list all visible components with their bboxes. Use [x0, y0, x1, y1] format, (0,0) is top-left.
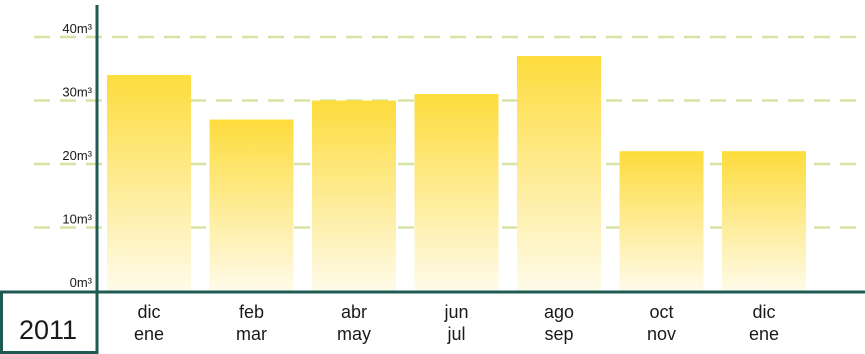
y-tick-label: 0m³ — [70, 275, 93, 290]
x-tick-label: may — [337, 324, 371, 344]
bar-top-edge — [107, 75, 191, 78]
bar — [517, 56, 601, 291]
axes — [0, 5, 865, 354]
bars — [107, 56, 806, 292]
bar-top-edge — [414, 94, 499, 97]
bar-top-edge — [722, 151, 806, 154]
bar — [414, 94, 499, 292]
bar — [312, 100, 396, 291]
y-tick-label: 40m³ — [62, 21, 92, 36]
x-tick-label: oct — [649, 302, 673, 322]
x-tick-label: mar — [236, 324, 267, 344]
x-tick-label: ene — [749, 324, 779, 344]
x-tick-label: ago — [544, 302, 574, 322]
x-tick-label: abr — [341, 302, 367, 322]
x-tick-label: jun — [443, 302, 468, 322]
bar-top-edge — [209, 119, 294, 122]
bar — [619, 151, 704, 291]
year-label: 2011 — [19, 315, 77, 345]
x-tick-label: sep — [544, 324, 573, 344]
bar-top-edge — [312, 100, 396, 103]
x-axis-ticks: dicenefebmarabrmayjunjulagosepoctnovdice… — [134, 302, 779, 344]
bar-top-edge — [619, 151, 704, 154]
y-axis-ticks: 0m³ 10m³ 20m³ 30m³ 40m³ — [62, 21, 92, 290]
x-tick-label: ene — [134, 324, 164, 344]
y-tick-label: 20m³ — [62, 148, 92, 163]
y-tick-label: 10m³ — [62, 212, 92, 227]
bar — [107, 75, 191, 291]
bar — [209, 119, 294, 291]
x-tick-label: nov — [647, 324, 676, 344]
y-tick-label: 30m³ — [62, 85, 92, 100]
x-tick-label: feb — [239, 302, 264, 322]
bar — [722, 151, 806, 291]
x-tick-label: jul — [446, 324, 465, 344]
x-tick-label: dic — [752, 302, 775, 322]
bar-top-edge — [517, 56, 601, 59]
x-tick-label: dic — [137, 302, 160, 322]
year-box — [0, 290, 99, 354]
